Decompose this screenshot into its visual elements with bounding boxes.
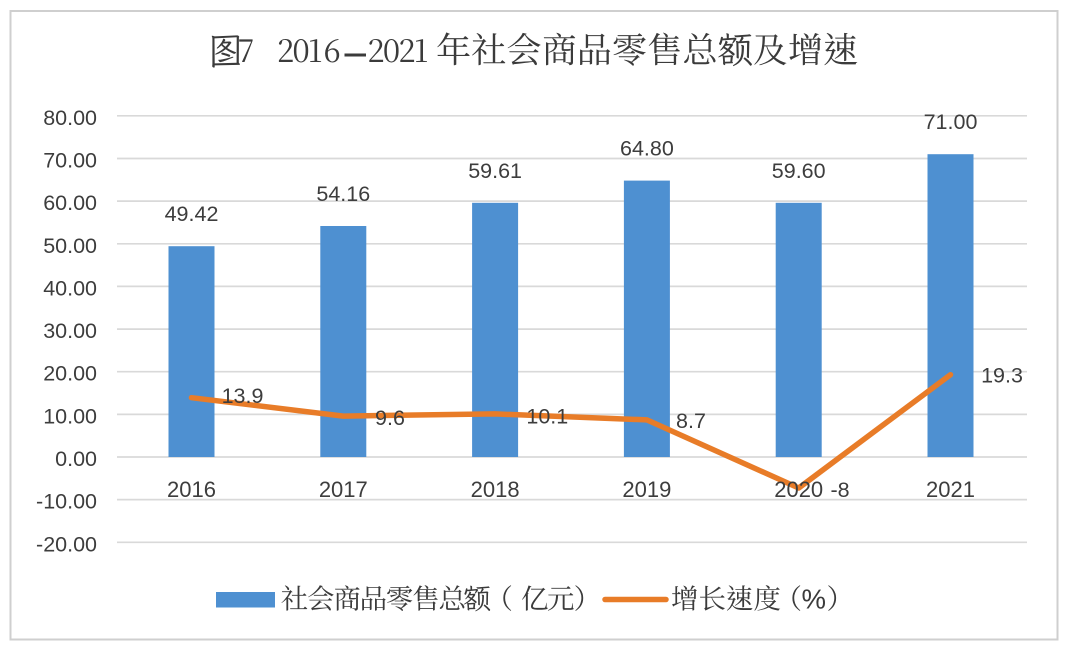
- svg-text:-20.00: -20.00: [36, 532, 97, 556]
- svg-text:70.00: 70.00: [43, 149, 97, 173]
- svg-text:10.1: 10.1: [526, 405, 568, 429]
- svg-text:40.00: 40.00: [43, 276, 97, 300]
- svg-text:2017: 2017: [319, 477, 368, 502]
- svg-text:2020: 2020: [774, 477, 823, 502]
- svg-text:8.7: 8.7: [676, 409, 706, 433]
- svg-text:50.00: 50.00: [43, 234, 97, 258]
- svg-text:2019: 2019: [622, 477, 671, 502]
- svg-text:0.00: 0.00: [55, 447, 97, 471]
- svg-text:-10.00: -10.00: [36, 490, 97, 514]
- svg-text:-8: -8: [830, 478, 849, 502]
- svg-text:13.9: 13.9: [222, 384, 264, 408]
- svg-text:71.00: 71.00: [924, 110, 978, 134]
- svg-text:64.80: 64.80: [620, 137, 674, 161]
- svg-text:19.3: 19.3: [981, 364, 1023, 388]
- svg-text:2018: 2018: [471, 477, 520, 502]
- svg-text:59.61: 59.61: [468, 159, 522, 183]
- svg-text:2021: 2021: [926, 477, 975, 502]
- svg-text:9.6: 9.6: [375, 406, 405, 430]
- svg-text:60.00: 60.00: [43, 191, 97, 215]
- svg-text:2016: 2016: [167, 477, 216, 502]
- svg-text:10.00: 10.00: [43, 404, 97, 428]
- svg-text:54.16: 54.16: [316, 182, 370, 206]
- svg-text:59.60: 59.60: [772, 159, 826, 183]
- svg-text:20.00: 20.00: [43, 362, 97, 386]
- svg-text:80.00: 80.00: [43, 106, 97, 130]
- svg-text:30.00: 30.00: [43, 319, 97, 343]
- svg-text:49.42: 49.42: [165, 202, 219, 226]
